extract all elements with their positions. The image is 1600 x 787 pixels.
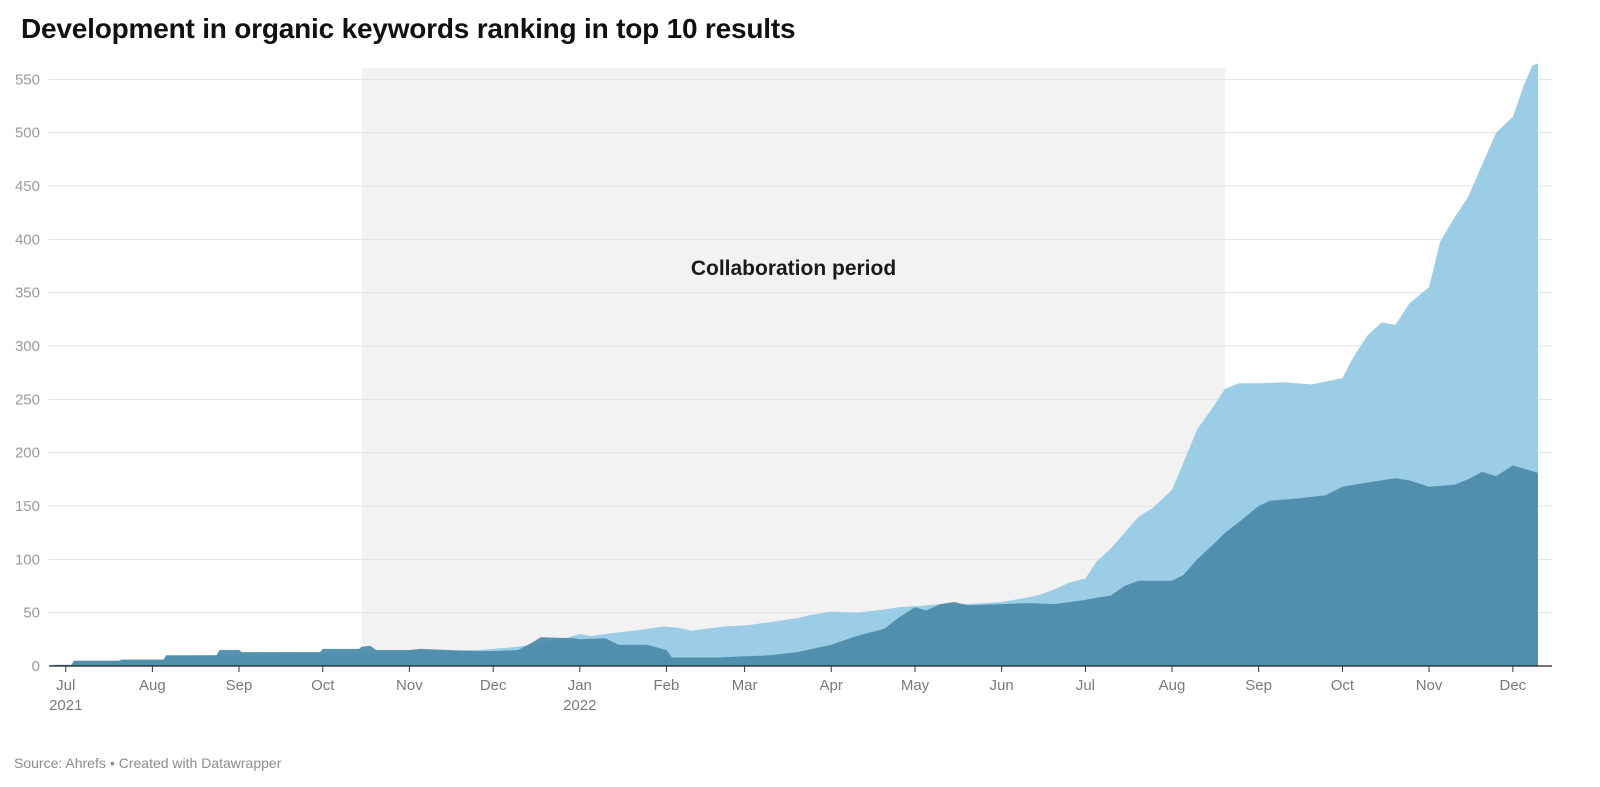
highlight-layer: [361, 68, 1226, 666]
y-tick-label: 0: [32, 658, 40, 675]
x-tick-label: Apr: [820, 677, 843, 694]
x-tick-year-label: 2021: [49, 697, 82, 714]
y-tick-label: 200: [15, 445, 40, 462]
y-tick-label: 450: [15, 178, 40, 195]
chart-title: Development in organic keywords ranking …: [21, 13, 796, 44]
x-tick-label: Jan: [568, 677, 592, 694]
x-tick-label: Oct: [1331, 677, 1355, 694]
x-tick-label: Oct: [311, 677, 335, 694]
y-tick-label: 150: [15, 498, 40, 515]
x-tick-label: Mar: [732, 677, 758, 694]
y-tick-label: 500: [15, 125, 40, 142]
x-tick-label: Aug: [139, 677, 166, 694]
label-layer: Collaboration period: [691, 257, 896, 280]
footer: Source: Ahrefs • Created with Datawrapper: [14, 755, 281, 771]
x-tick-label: Dec: [1500, 677, 1527, 694]
x-tick-label: Jun: [990, 677, 1014, 694]
y-tick-label: 300: [15, 338, 40, 355]
x-tick-label: May: [901, 677, 930, 694]
y-tick-label: 550: [15, 71, 40, 88]
x-tick-label: Sep: [226, 677, 253, 694]
credit-text: Created with Datawrapper: [118, 755, 282, 771]
x-tick-year-label: 2022: [563, 697, 596, 714]
x-tick-label: Dec: [480, 677, 507, 694]
series-layer: [49, 63, 1538, 667]
x-tick-label: Sep: [1245, 677, 1272, 694]
y-tick-label: 250: [15, 391, 40, 408]
area-series-1: [49, 63, 1538, 667]
x-tick-label: Aug: [1159, 677, 1186, 694]
y-tick-label: 50: [23, 605, 40, 622]
source-text: Source: Ahrefs: [14, 755, 106, 771]
x-tick-label: Nov: [396, 677, 423, 694]
y-tick-label: 400: [15, 231, 40, 248]
y-tick-label: 350: [15, 285, 40, 302]
area-series-2: [49, 465, 1538, 666]
collaboration-period-label: Collaboration period: [691, 257, 896, 280]
axis-layer: 0 50 100 150 200 250 300 350 400 450 500 550 Jul 2021…: [15, 71, 1552, 714]
y-tick-label: 100: [15, 551, 40, 568]
collaboration-period-band: [361, 68, 1226, 666]
x-tick-label: Jul: [56, 677, 75, 694]
footer-separator: •: [109, 755, 115, 771]
x-tick-label: Feb: [653, 677, 679, 694]
x-tick-label: Jul: [1076, 677, 1095, 694]
x-tick-label: Nov: [1416, 677, 1443, 694]
